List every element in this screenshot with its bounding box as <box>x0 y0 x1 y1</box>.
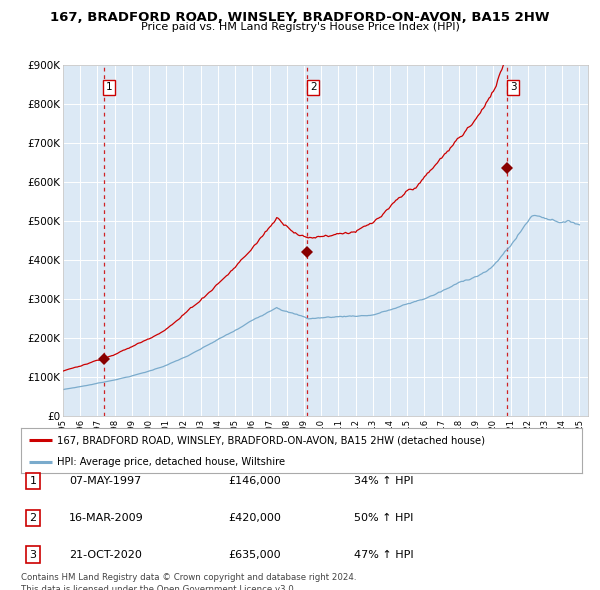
Text: 3: 3 <box>510 83 517 93</box>
Text: 47% ↑ HPI: 47% ↑ HPI <box>354 550 413 559</box>
Text: Price paid vs. HM Land Registry's House Price Index (HPI): Price paid vs. HM Land Registry's House … <box>140 22 460 32</box>
Text: £420,000: £420,000 <box>228 513 281 523</box>
Text: 34% ↑ HPI: 34% ↑ HPI <box>354 476 413 486</box>
Text: 16-MAR-2009: 16-MAR-2009 <box>69 513 144 523</box>
Text: Contains HM Land Registry data © Crown copyright and database right 2024.
This d: Contains HM Land Registry data © Crown c… <box>21 573 356 590</box>
Text: £635,000: £635,000 <box>228 550 281 559</box>
Text: 167, BRADFORD ROAD, WINSLEY, BRADFORD-ON-AVON, BA15 2HW (detached house): 167, BRADFORD ROAD, WINSLEY, BRADFORD-ON… <box>58 435 485 445</box>
Text: 1: 1 <box>106 83 113 93</box>
Text: 2: 2 <box>29 513 37 523</box>
Text: 07-MAY-1997: 07-MAY-1997 <box>69 476 141 486</box>
Text: 167, BRADFORD ROAD, WINSLEY, BRADFORD-ON-AVON, BA15 2HW: 167, BRADFORD ROAD, WINSLEY, BRADFORD-ON… <box>50 11 550 24</box>
Text: 50% ↑ HPI: 50% ↑ HPI <box>354 513 413 523</box>
Text: 2: 2 <box>310 83 317 93</box>
Text: 3: 3 <box>29 550 37 559</box>
Text: £146,000: £146,000 <box>228 476 281 486</box>
Text: HPI: Average price, detached house, Wiltshire: HPI: Average price, detached house, Wilt… <box>58 457 286 467</box>
Text: 1: 1 <box>29 476 37 486</box>
Text: 21-OCT-2020: 21-OCT-2020 <box>69 550 142 559</box>
